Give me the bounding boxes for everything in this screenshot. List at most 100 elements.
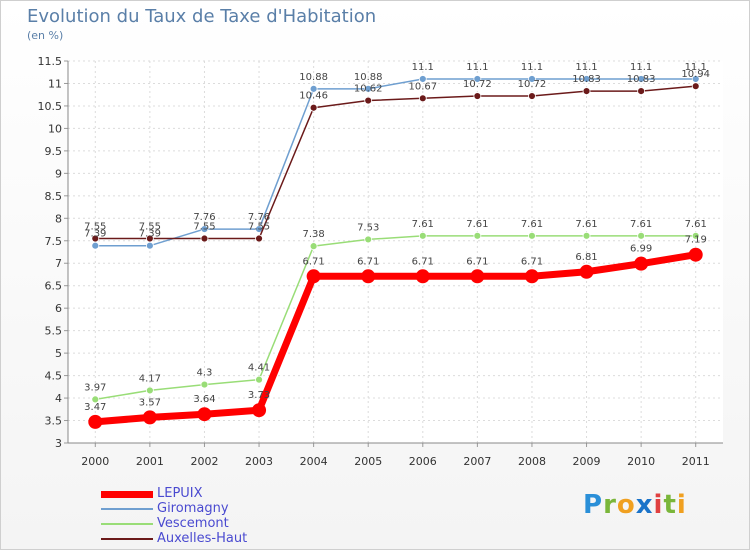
data-point-vescemont [91,395,100,404]
y-tick-label: 8.5 [45,190,63,203]
legend-label: Giromagny [157,501,229,516]
data-label-giromagny: 11.1 [466,62,488,73]
data-label-vescemont: 7.61 [521,219,543,230]
x-tick-label: 2006 [409,455,437,468]
legend-swatch [101,490,153,498]
data-point-lepuix [142,410,157,425]
data-point-giromagny [582,75,591,83]
y-tick-label: 11 [48,77,62,90]
data-point-lepuix [470,269,485,284]
data-label-auxelles-haut: 10.67 [408,81,437,92]
y-tick-label: 10.5 [38,100,63,113]
data-label-giromagny: 11.1 [685,62,707,73]
data-label-auxelles-haut: 10.72 [518,79,547,90]
data-point-auxelles-haut [582,87,591,96]
x-tick-label: 2000 [81,455,109,468]
data-label-vescemont: 7.61 [412,219,434,230]
data-point-vescemont [582,231,591,240]
data-point-lepuix [579,264,594,279]
y-tick-label: 7 [55,257,62,270]
proxiti-logo: Proxiti [583,490,687,520]
logo-letter: P [583,490,604,520]
data-label-vescemont: 7.61 [466,219,488,230]
data-label-auxelles-haut: 10.83 [572,74,601,85]
logo-letter: r [603,490,617,520]
data-point-auxelles-haut [91,234,100,243]
data-label-vescemont: 7.61 [685,219,707,230]
data-label-lepuix: 3.73 [248,390,270,401]
data-label-vescemont: 4.17 [139,373,161,384]
y-tick-label: 10 [48,122,62,135]
data-label-auxelles-haut: 10.83 [627,74,656,85]
data-point-lepuix [306,269,321,284]
data-label-giromagny: 11.1 [630,62,652,73]
data-point-auxelles-haut [364,96,373,105]
y-tick-label: 4.5 [45,370,63,383]
x-tick-label: 2007 [463,455,491,468]
y-tick-label: 4 [55,392,62,405]
data-point-vescemont [528,231,536,240]
data-point-auxelles-haut [255,234,263,243]
data-label-auxelles-haut: 10.46 [299,91,328,102]
y-tick-label: 11.5 [38,55,63,68]
logo-letter: i [653,490,664,520]
data-point-auxelles-haut [473,92,482,100]
data-point-vescemont [473,231,482,240]
data-point-auxelles-haut [145,234,154,243]
data-label-vescemont: 7.38 [302,229,324,240]
data-label-lepuix: 7.19 [685,235,707,246]
x-tick-label: 2002 [190,455,218,468]
chart-unit-label: (en %) [27,29,64,42]
x-tick-label: 2003 [245,455,273,468]
data-label-vescemont: 4.41 [248,363,270,374]
logo-letter: t [663,490,677,520]
data-label-auxelles-haut: 7.55 [248,222,270,233]
x-tick-label: 2010 [627,455,655,468]
data-point-auxelles-haut [637,87,646,96]
data-label-lepuix: 3.47 [84,402,106,413]
legend: LEPUIX Giromagny Vescemont Auxelles-Haut [101,487,321,547]
data-point-auxelles-haut [691,82,700,91]
data-label-lepuix: 3.57 [139,397,161,408]
legend-item-auxelles-haut: Auxelles-Haut [101,532,321,547]
series-line-vescemont [94,235,697,401]
legend-label: Auxelles-Haut [157,531,248,546]
data-point-vescemont [309,242,318,251]
series-line-lepuix [91,251,700,426]
data-point-giromagny [364,84,373,93]
legend-swatch [101,538,153,540]
series-line-auxelles-haut [94,85,697,240]
data-label-vescemont: 7.61 [630,219,652,230]
data-point-vescemont [691,231,700,240]
logo-letter: o [616,490,636,520]
data-label-giromagny: 11.1 [412,62,434,73]
data-point-giromagny [200,225,209,233]
y-tick-label: 7.5 [45,235,63,248]
data-label-giromagny: 7.76 [193,212,215,223]
y-tick-label: 5 [55,347,62,360]
data-point-lepuix [524,269,539,284]
data-label-auxelles-haut: 7.55 [193,222,215,233]
data-label-auxelles-haut: 7.55 [84,222,106,233]
y-tick-label: 5.5 [45,325,63,338]
data-label-auxelles-haut: 10.94 [681,69,710,80]
data-point-vescemont [364,235,373,244]
data-label-giromagny: 11.1 [521,62,543,73]
data-label-giromagny: 10.88 [299,72,328,83]
legend-label: Vescemont [157,516,229,531]
data-point-giromagny [473,75,482,83]
x-tick-label: 2009 [573,455,601,468]
legend-item-vescemont: Vescemont [101,517,321,532]
plot-area [68,61,723,443]
legend-swatch [101,508,153,510]
x-tick-label: 2005 [354,455,382,468]
data-label-giromagny: 7.76 [248,212,270,223]
data-label-giromagny: 11.1 [575,62,597,73]
data-point-lepuix [634,256,649,271]
y-tick-label: 9 [55,167,62,180]
data-label-lepuix: 3.64 [193,394,215,405]
data-point-lepuix [688,247,703,262]
data-label-giromagny: 7.39 [84,229,106,240]
